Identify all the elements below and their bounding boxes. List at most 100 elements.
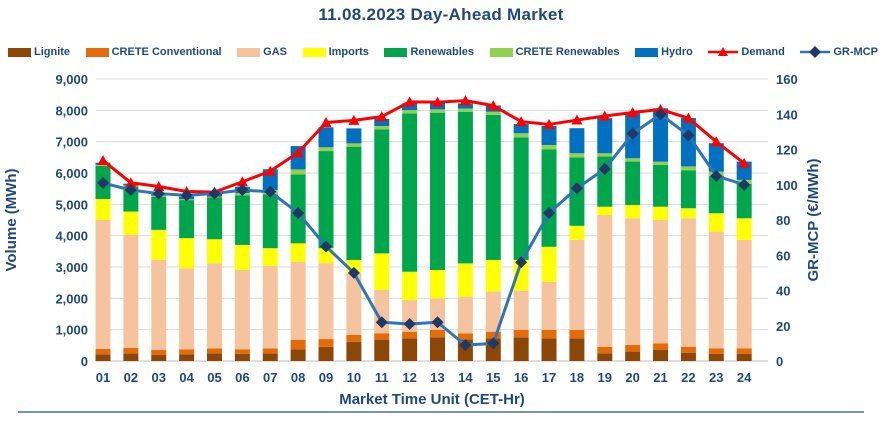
bar-segment-crete_conventional (541, 329, 557, 339)
bar-hour-21 (653, 108, 669, 361)
legend-swatch (800, 46, 831, 58)
bar-hour-08 (290, 146, 306, 361)
bar-segment-renewables (653, 165, 669, 207)
bar-segment-hydro (402, 103, 418, 111)
demand-marker (125, 177, 137, 188)
bar-hour-06 (234, 186, 250, 361)
right-axis-tick-label: 20 (776, 319, 790, 334)
left-axis-tick-label: 5,000 (55, 197, 88, 212)
bar-segment-gas (207, 263, 223, 349)
gr-mcp-marker (97, 176, 109, 189)
stacked-bars (95, 102, 752, 361)
bar-segment-hydro (346, 128, 362, 144)
x-axis-title: Market Time Unit (CET-Hr) (339, 391, 525, 408)
bar-segment-crete_renewables (569, 153, 585, 158)
legend-item-lignite: Lignite (8, 46, 70, 58)
bar-segment-gas (346, 273, 362, 335)
bar-segment-crete_renewables (513, 133, 529, 138)
bar-segment-imports (597, 206, 613, 215)
bar-segment-lignite (541, 338, 557, 361)
legend-swatch (708, 47, 739, 56)
bar-segment-imports (541, 246, 557, 282)
x-axis-tick-label: 19 (598, 370, 612, 385)
bar-segment-gas (569, 239, 585, 330)
legend-swatch (85, 47, 109, 57)
bar-hour-11 (374, 118, 390, 361)
bar-segment-renewables (151, 196, 167, 230)
demand-marker (404, 96, 416, 107)
bar-hour-24 (736, 161, 752, 361)
left-axis-tick-label: 3,000 (55, 260, 88, 275)
bar-segment-renewables (374, 129, 390, 254)
bar-segment-crete_renewables (430, 109, 446, 113)
bar-segment-crete_renewables (457, 108, 473, 112)
demand-marker (236, 176, 248, 187)
bar-segment-lignite (262, 353, 278, 361)
gr-mcp-marker (208, 187, 221, 200)
bar-segment-renewables (457, 111, 473, 264)
bar-segment-imports (485, 259, 501, 292)
x-axis-tick-label: 16 (514, 370, 528, 385)
bar-segment-hydro (708, 143, 724, 172)
x-axis-tick-label: 11 (375, 370, 389, 385)
bar-hour-19 (597, 118, 613, 361)
x-axis-tick-label: 04 (179, 370, 194, 385)
gr-mcp-marker (431, 316, 444, 329)
bar-segment-gas (234, 269, 250, 350)
bar-segment-gas (123, 234, 139, 348)
bar-segment-imports (513, 259, 529, 291)
gr-mcp-marker (598, 162, 611, 175)
bar-segment-imports (151, 229, 167, 260)
gr-mcp-marker (570, 182, 583, 195)
bar-segment-crete_conventional (346, 334, 362, 342)
bar-hour-15 (485, 105, 501, 361)
demand-marker (264, 165, 276, 176)
legend-label: CRETE Renewables (515, 46, 620, 58)
x-axis-tick-label: 12 (402, 370, 416, 385)
demand-line (102, 99, 746, 194)
bar-segment-crete_conventional (708, 348, 724, 354)
bar-segment-imports (234, 244, 250, 270)
gr-mcp-marker (152, 187, 165, 200)
bar-segment-gas (513, 290, 529, 330)
bar-segment-renewables (262, 194, 278, 249)
right-axis-tick-label: 60 (776, 248, 790, 263)
axis-tick-labels: 0 1,000 2,000 3,000 4,000 5,000 6,000 7,000 8,00… (55, 72, 797, 385)
bar-segment-hydro (513, 123, 529, 134)
demand-marker (97, 154, 109, 165)
demand-marker (627, 107, 639, 118)
right-axis-tick-label: 40 (776, 284, 790, 299)
bar-segment-crete_conventional (457, 333, 473, 340)
gr-mcp-marker (292, 206, 305, 219)
demand-marker (348, 114, 360, 125)
bar-segment-renewables (346, 146, 362, 260)
bar-segment-lignite (318, 346, 334, 361)
gr-mcp-marker (180, 189, 193, 202)
demand-marker (320, 117, 332, 128)
bar-segment-lignite (430, 337, 446, 361)
bar-hour-20 (625, 113, 641, 361)
legend-swatch (489, 47, 513, 57)
bar-segment-hydro (541, 126, 557, 145)
bar-segment-crete_conventional (234, 349, 250, 354)
left-axis-tick-label: 1,000 (55, 323, 88, 338)
bar-segment-hydro (653, 108, 669, 162)
bar-segment-crete_conventional (151, 350, 167, 356)
demand-marker (599, 110, 611, 121)
gr-mcp-line (102, 112, 745, 347)
bar-hour-01 (95, 162, 111, 361)
bar-hour-18 (569, 128, 585, 361)
x-axis-tick-label: 18 (570, 370, 584, 385)
bar-segment-lignite (207, 353, 223, 361)
bar-segment-crete_conventional (402, 331, 418, 339)
x-axis-tick-label: 08 (291, 370, 305, 385)
bar-segment-crete_renewables (653, 161, 669, 166)
gr-mcp-marker (236, 184, 249, 197)
gr-mcp-marker (347, 266, 360, 279)
bar-segment-renewables (708, 175, 724, 214)
bar-segment-crete_renewables (402, 110, 418, 114)
legend-swatch (635, 47, 659, 57)
legend-label: GR-MCP (833, 46, 878, 58)
bar-hour-22 (680, 118, 696, 361)
